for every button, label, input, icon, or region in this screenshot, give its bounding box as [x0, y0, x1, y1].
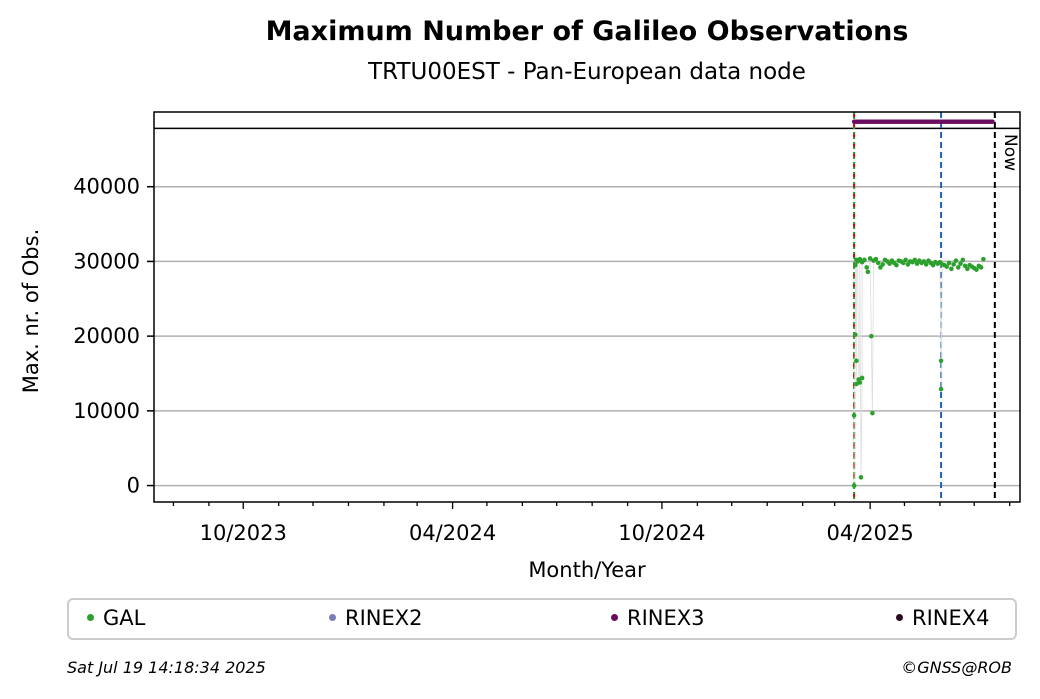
gal-point: [859, 375, 865, 381]
gal-point: [974, 267, 979, 272]
gal-point: [851, 413, 857, 418]
footer-timestamp: Sat Jul 19 14:18:34 2025: [67, 658, 266, 677]
axis-layer: 0 10000 20000 30000 40000 10/2023 04/2024 10/20…: [73, 175, 1011, 545]
gal-point: [873, 256, 879, 262]
chart-subtitle: TRTU00EST - Pan-European data node: [368, 59, 806, 85]
series-layer: [851, 119, 995, 488]
gal-point: [852, 262, 858, 268]
gal-point: [946, 260, 952, 266]
grid-layer: [154, 185, 1020, 487]
legend-marker-rinex2: [329, 613, 336, 621]
gal-point: [862, 257, 867, 263]
gal-point: [938, 358, 944, 364]
y-tick-label: 10000: [73, 399, 140, 423]
legend-label-gal: GAL: [103, 606, 146, 630]
gal-point: [854, 358, 859, 364]
legend-label-rinex2: RINEX2: [345, 606, 423, 630]
gal-point: [978, 265, 984, 270]
legend-marker-gal: [87, 613, 94, 621]
gal-point: [958, 261, 963, 266]
gal-point: [903, 257, 908, 263]
gal-point: [951, 262, 956, 267]
gal-point: [858, 475, 864, 480]
legend: GAL RINEX2 RINEX3 RINEX4: [67, 598, 1017, 640]
gal-point: [868, 333, 874, 339]
gal-point: [867, 256, 873, 261]
gal-point: [981, 256, 986, 262]
gal-point: [912, 257, 918, 263]
y-tick-label: 0: [127, 474, 140, 498]
gal-point: [870, 410, 875, 416]
y-tick-label: 40000: [73, 175, 140, 199]
gal-point: [865, 269, 871, 275]
gal-point: [965, 266, 970, 272]
rinex3-point: [990, 119, 995, 124]
gal-point: [852, 332, 858, 337]
x-tick-label: 10/2024: [618, 521, 705, 545]
gal-point: [923, 262, 929, 267]
gal-point: [955, 265, 961, 270]
chart-svg: 0 10000 20000 30000 40000 10/2023 04/2024 10/20…: [19, 111, 1021, 582]
gal-point: [875, 260, 881, 266]
gal-connector: [853, 258, 984, 486]
gal-point: [944, 264, 950, 269]
y-tick-label: 20000: [73, 324, 140, 348]
vline-layer: [154, 112, 1020, 502]
gal-point: [960, 257, 966, 263]
now-label: Now: [1000, 134, 1020, 171]
gal-point: [894, 262, 899, 268]
gal-point: [864, 265, 870, 270]
gal-point: [953, 258, 959, 263]
legend-label-rinex3: RINEX3: [627, 606, 705, 630]
legend-marker-rinex3: [611, 613, 618, 621]
plot-frame: [153, 111, 1021, 503]
legend-label-rinex4: RINEX4: [912, 606, 990, 630]
gal-point: [880, 262, 886, 267]
x-tick-label: 10/2023: [200, 521, 287, 545]
legend-item-rinex4: RINEX4: [896, 606, 990, 630]
gal-point: [857, 380, 863, 385]
legend-item-rinex3: RINEX3: [611, 606, 705, 630]
x-tick-label: 04/2024: [409, 521, 496, 545]
legend-item-rinex2: RINEX2: [329, 606, 423, 630]
gal-point: [938, 386, 944, 392]
legend-marker-rinex4: [896, 613, 903, 621]
y-axis-label: Max. nr. of Obs.: [19, 229, 43, 394]
chart-title: Maximum Number of Galileo Observations: [265, 16, 909, 47]
x-tick-label: 04/2025: [827, 521, 914, 545]
legend-item-gal: GAL: [87, 606, 145, 630]
x-axis-label: Month/Year: [528, 558, 646, 582]
gal-point: [949, 266, 954, 272]
y-tick-label: 30000: [73, 249, 140, 273]
gal-point: [854, 381, 859, 387]
footer-credit: ©GNSS@ROB: [901, 658, 1012, 677]
gal-point: [851, 483, 857, 488]
